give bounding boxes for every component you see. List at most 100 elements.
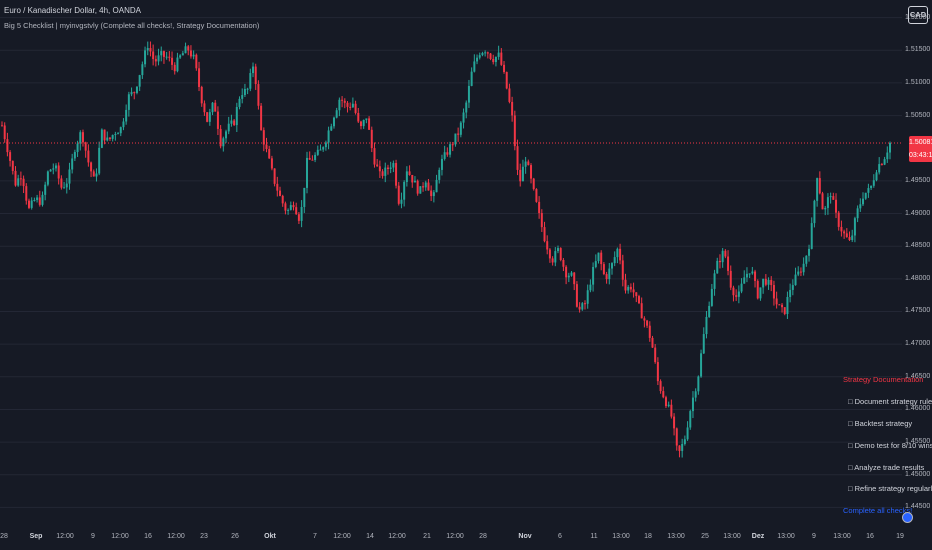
price-tick-label: 1.48000	[905, 274, 931, 282]
time-tick-label: 21	[423, 533, 431, 540]
bar-countdown: 03:43:15	[909, 151, 932, 159]
candle	[225, 129, 228, 143]
candle	[713, 269, 716, 296]
candle	[349, 102, 352, 111]
candle	[578, 302, 581, 313]
time-tick-label: 28	[0, 533, 8, 540]
candle	[754, 269, 757, 288]
candle	[260, 103, 263, 131]
time-tick-label: 9	[812, 533, 816, 540]
candle	[770, 276, 773, 292]
candle	[451, 141, 454, 152]
price-tick-label: 1.44500	[905, 503, 931, 511]
candle	[287, 208, 290, 215]
candle	[627, 285, 630, 294]
candle	[335, 107, 338, 119]
candle	[727, 250, 730, 276]
candle	[440, 154, 443, 176]
candle	[381, 169, 384, 179]
candle	[497, 45, 500, 60]
candle	[500, 48, 503, 66]
time-tick-label: 12:00	[333, 533, 351, 540]
currency-button[interactable]: CAD	[908, 6, 928, 24]
candle	[384, 162, 387, 183]
candle	[716, 257, 719, 274]
price-tick-label: 1.46000	[905, 405, 931, 413]
candle	[476, 54, 479, 65]
candle	[675, 427, 678, 451]
candle	[818, 171, 821, 195]
candle	[783, 307, 786, 316]
candle	[81, 129, 84, 147]
candle	[322, 146, 325, 152]
checklist-footer: Complete all checks!	[843, 506, 913, 515]
checklist-item: □ Analyze trade results	[848, 463, 925, 472]
candle	[724, 249, 727, 259]
candle	[27, 198, 30, 210]
candle	[95, 168, 98, 182]
candle	[805, 255, 808, 267]
candle	[748, 273, 751, 279]
candle	[187, 44, 190, 56]
candle	[870, 185, 873, 191]
candle	[659, 379, 662, 394]
candle	[162, 50, 165, 64]
settings-icon[interactable]	[902, 512, 913, 523]
candle	[203, 100, 206, 116]
candle	[343, 98, 346, 109]
candle	[214, 99, 217, 112]
candle	[125, 104, 128, 125]
candle	[227, 116, 230, 135]
candle	[691, 391, 694, 419]
candle	[311, 155, 314, 161]
candle	[705, 310, 708, 339]
time-tick-label: 12:00	[111, 533, 129, 540]
candle	[575, 281, 578, 308]
candle	[241, 88, 244, 104]
price-tick-label: 1.49500	[905, 176, 931, 184]
candle	[729, 265, 732, 291]
candle	[332, 116, 335, 129]
candle	[422, 182, 425, 192]
candle	[478, 52, 481, 60]
candle	[789, 283, 792, 303]
candle	[829, 192, 832, 204]
price-tick-label: 1.46500	[905, 372, 931, 380]
candle	[605, 271, 608, 284]
candle	[886, 146, 889, 163]
candle	[554, 247, 557, 267]
time-tick-label: 13:00	[833, 533, 851, 540]
candle	[243, 83, 246, 98]
symbol-title[interactable]: Euro / Kanadischer Dollar, 4h, OANDA	[4, 6, 141, 15]
candle	[584, 300, 587, 310]
candle	[772, 280, 775, 306]
time-tick-label: 18	[644, 533, 652, 540]
candle	[878, 157, 881, 175]
candle	[386, 164, 389, 175]
candle	[246, 87, 249, 95]
candle	[737, 285, 740, 304]
candle	[889, 141, 891, 160]
candle	[316, 145, 319, 156]
candle	[351, 97, 354, 108]
indicator-legend[interactable]: Big 5 Checklist | myinvgstvly (Complete …	[4, 21, 260, 30]
price-tick-label: 1.48500	[905, 242, 931, 250]
candle	[629, 283, 632, 293]
last-price-value: 1.50081	[909, 138, 932, 146]
candle	[843, 229, 846, 239]
candle	[484, 50, 487, 57]
candle	[837, 210, 840, 231]
time-tick-label: Nov	[518, 533, 532, 540]
candle	[71, 153, 74, 174]
candle	[400, 192, 403, 209]
candle	[597, 252, 600, 264]
candle	[416, 179, 419, 196]
time-tick-label: 12:00	[167, 533, 185, 540]
candle	[826, 193, 829, 215]
candle	[192, 50, 195, 60]
price-tick-label: 1.51500	[905, 46, 931, 54]
time-tick-label: 16	[144, 533, 152, 540]
checklist-item: □ Demo test for 8/10 wins	[848, 441, 932, 450]
candle	[98, 141, 101, 176]
